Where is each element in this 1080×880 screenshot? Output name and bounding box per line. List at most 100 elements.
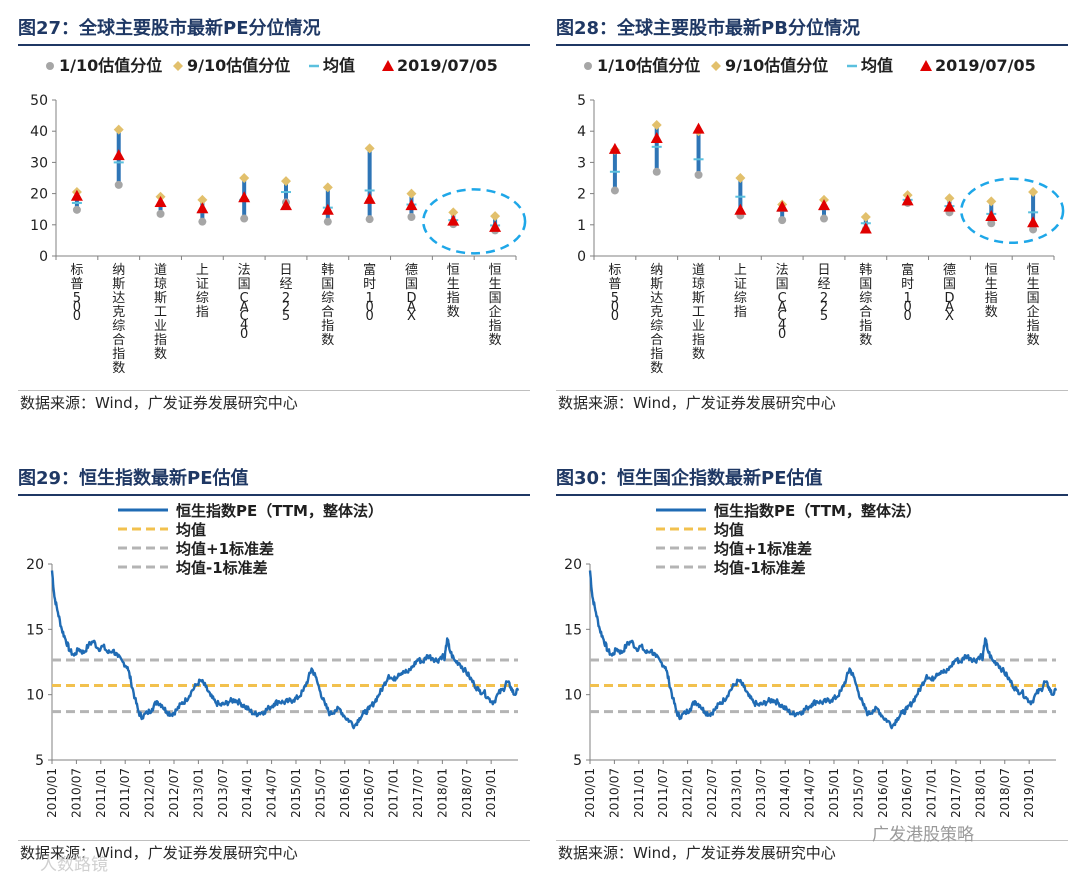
low-percentile-point — [198, 217, 207, 226]
x-tick-label: 2013/01 — [729, 768, 743, 818]
panel-fig30: 图30：恒生国企指数最新PE估值 恒生指数PE（TTM，整体法） 均值 均值+1标准… — [556, 464, 1068, 870]
current-value-point — [321, 203, 334, 215]
legend-label: 9/10估值分位 — [725, 56, 828, 75]
x-tick-label: 2010/07 — [607, 768, 621, 818]
x-tick-label: 恒生指数 — [985, 263, 998, 320]
figure-title: 图29：恒生指数最新PE估值 — [18, 464, 530, 496]
legend-label: 均值 — [323, 56, 355, 75]
x-tick-label: 上证综指 — [734, 263, 747, 320]
x-tick-label: 日经 2 2 5 — [817, 263, 830, 324]
x-tick-label: 上证综指 — [196, 263, 209, 320]
low-percentile-point — [694, 170, 703, 179]
legend-label: 2019/07/05 — [935, 56, 1036, 75]
x-tick-label: 道琼斯工业指数 — [692, 263, 705, 362]
current-value-point — [943, 200, 956, 212]
watermark-right: 广发港股策略 — [872, 825, 974, 845]
x-tick-label: 2011/01 — [632, 768, 646, 818]
high-percentile-point — [860, 212, 871, 222]
y-tick-label: 10 — [26, 688, 44, 704]
x-tick-label: 2015/01 — [827, 768, 841, 818]
high-percentile-point — [1028, 187, 1039, 198]
chart-fig27: 1/10估值分位 9/10估值分位 均值 2019/07/05 50 40 30 20 10 0 标… — [30, 56, 527, 376]
x-tick-label: 2012/07 — [167, 768, 181, 818]
high-percentile-point — [281, 176, 291, 187]
legend-marker-current — [382, 60, 394, 71]
y-tick-label: 20 — [30, 187, 48, 203]
highlight-ellipse — [960, 177, 1065, 245]
x-tick-label: 2012/07 — [705, 768, 719, 818]
x-tick-label: 2013/07 — [754, 768, 768, 818]
x-tick-label: 德国 D A X — [405, 263, 418, 324]
y-tick-label: 15 — [26, 622, 44, 638]
low-percentile-point — [323, 217, 332, 226]
legend-label: 恒生指数PE（TTM，整体法） — [714, 502, 921, 520]
x-tick-label: 法国 C A C 4 0 — [238, 263, 251, 342]
highlight-ellipse — [422, 188, 527, 255]
x-tick-label: 2014/01 — [778, 768, 792, 818]
x-tick-label: 2015/07 — [851, 768, 865, 818]
legend-label: 1/10估值分位 — [597, 56, 700, 75]
low-percentile-point — [365, 215, 374, 224]
y-tick-label: 2 — [577, 187, 586, 203]
high-percentile-point — [651, 119, 662, 130]
panel-fig29: 图29：恒生指数最新PE估值 恒生指数PE（TTM，整体法） 均值 均值+1标准差均… — [18, 464, 530, 870]
chart-fig30: 恒生指数PE（TTM，整体法）均值均值+1标准差均值-1标准差201510520… — [564, 502, 1058, 818]
pe-series-line — [50, 570, 520, 730]
x-tick-label: 富时 1 0 0 — [901, 262, 914, 324]
y-tick-label: 3 — [577, 155, 586, 171]
x-tick-label: 标普 5 0 0 — [608, 263, 621, 324]
current-value-point — [608, 142, 621, 154]
y-tick-label: 5 — [577, 93, 586, 109]
low-percentile-point — [240, 214, 249, 223]
figure-title: 图27：全球主要股市最新PE分位情况 — [18, 14, 530, 46]
high-percentile-point — [113, 124, 124, 135]
y-tick-label: 15 — [564, 622, 582, 638]
source-note: 数据来源：Wind，广发证券发展研究中心 — [18, 840, 530, 865]
current-value-point — [280, 199, 292, 211]
current-value-point — [650, 132, 663, 143]
figure-title: 图30：恒生国企指数最新PE估值 — [556, 464, 1068, 496]
x-tick-label: 2015/01 — [289, 768, 303, 818]
low-percentile-point — [156, 209, 165, 218]
current-value-point — [70, 189, 83, 201]
panel-fig27: 图27：全球主要股市最新PE分位情况 1/10估值分位 9/10估值分位 均值 201… — [18, 14, 530, 416]
low-percentile-point — [778, 216, 787, 225]
current-value-point — [112, 149, 125, 161]
x-tick-label: 2010/01 — [45, 768, 59, 818]
watermark-left: 人数路镜 — [40, 855, 108, 875]
chart-fig29: 恒生指数PE（TTM，整体法）均值均值+1标准差均值-1标准差201510520… — [26, 502, 520, 818]
y-tick-label: 10 — [564, 688, 582, 704]
legend-marker-low — [46, 62, 54, 70]
current-value-point — [692, 122, 705, 134]
current-value-point — [734, 203, 747, 215]
low-percentile-point — [72, 205, 81, 214]
x-tick-label: 2017/07 — [411, 768, 425, 818]
y-tick-label: 4 — [577, 124, 586, 140]
high-percentile-point — [364, 143, 375, 154]
low-percentile-point — [820, 214, 828, 223]
legend-label: 恒生指数PE（TTM，整体法） — [176, 502, 383, 520]
current-value-point — [818, 199, 830, 211]
chart-fig28: 1/10估值分位 9/10估值分位 均值 2019/07/05 5 4 3 2 1 0 标普 5 0 0 纳… — [577, 56, 1065, 376]
x-tick-label: 2016/01 — [876, 768, 890, 818]
legend-label: 均值+1标准差 — [714, 540, 812, 558]
y-tick-label: 20 — [26, 557, 44, 573]
low-percentile-point — [1029, 225, 1038, 234]
high-percentile-point — [406, 188, 417, 199]
high-percentile-point — [944, 193, 955, 204]
x-tick-label: 纳斯达克综合指数 — [650, 263, 663, 376]
current-value-point — [776, 200, 789, 212]
high-percentile-point — [239, 173, 250, 183]
source-note: 数据来源：Wind，广发证券发展研究中心 — [18, 390, 530, 415]
high-percentile-point — [490, 211, 501, 222]
x-tick-label: 恒生指数 — [447, 263, 460, 320]
x-tick-label: 2014/07 — [803, 768, 817, 818]
x-tick-label: 法国 C A C 4 0 — [776, 263, 789, 342]
x-tick-label: 2019/01 — [1022, 768, 1036, 818]
low-percentile-point — [407, 213, 416, 221]
y-tick-label: 1 — [577, 218, 586, 234]
high-percentile-point — [986, 196, 997, 207]
x-tick-label: 2013/01 — [191, 768, 205, 818]
y-tick-label: 5 — [35, 753, 44, 769]
current-value-point — [489, 220, 502, 232]
